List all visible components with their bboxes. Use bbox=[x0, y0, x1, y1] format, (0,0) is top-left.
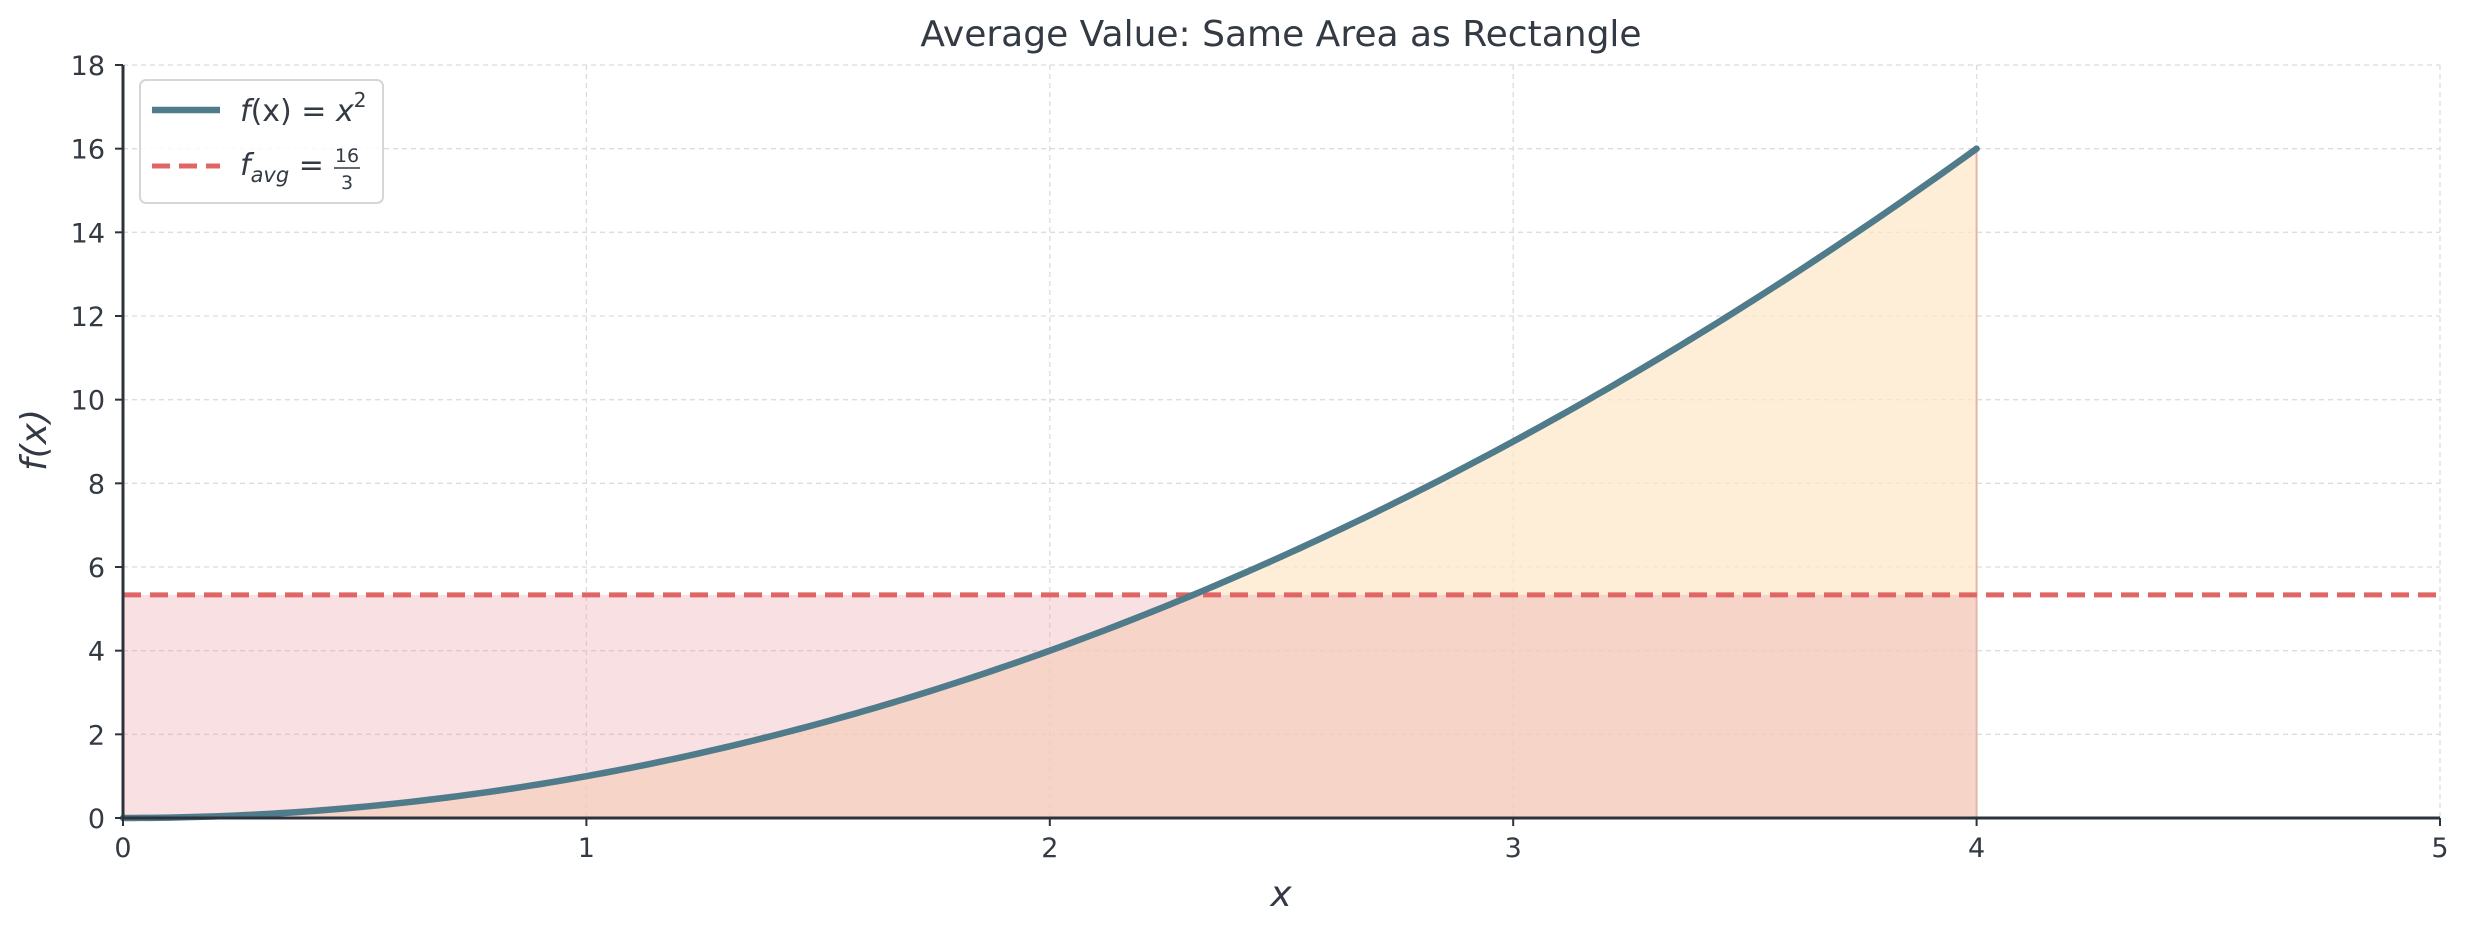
x-tick-label: 1 bbox=[578, 833, 595, 864]
y-tick-label: 18 bbox=[71, 51, 105, 82]
chart-title: Average Value: Same Area as Rectangle bbox=[920, 14, 1641, 55]
average-rectangle-fill bbox=[123, 594, 1977, 818]
y-tick-label: 4 bbox=[88, 637, 105, 668]
y-tick-label: 14 bbox=[71, 218, 105, 249]
y-tick-label: 16 bbox=[71, 135, 105, 166]
y-tick-label: 12 bbox=[71, 302, 105, 333]
x-axis-label: x bbox=[1269, 874, 1292, 915]
x-tick-label: 5 bbox=[2431, 833, 2448, 864]
series bbox=[119, 145, 2440, 822]
legend-avg-denominator: 3 bbox=[341, 172, 353, 194]
x-tick-label: 2 bbox=[1041, 833, 1058, 864]
y-tick-label: 8 bbox=[88, 469, 105, 500]
x-tick-label: 0 bbox=[114, 833, 131, 864]
y-tick-label: 0 bbox=[88, 804, 105, 835]
y-tick-label: 10 bbox=[71, 386, 105, 417]
legend-curve-label: f(x) = x2 bbox=[240, 88, 366, 129]
y-axis-label: f(x) bbox=[14, 409, 55, 471]
fills bbox=[123, 148, 1978, 819]
legend: f(x) = x2 favg = 16 3 bbox=[139, 79, 384, 204]
curve-line bbox=[119, 145, 1980, 822]
x-tick-label: 3 bbox=[1505, 833, 1522, 864]
x-tick-label: 4 bbox=[1968, 833, 1985, 864]
legend-avg-label: favg = bbox=[240, 148, 324, 187]
axes bbox=[115, 64, 2441, 826]
y-tick-label: 2 bbox=[88, 720, 105, 751]
area-under-curve-fill bbox=[123, 148, 1977, 819]
y-tick-label: 6 bbox=[88, 553, 105, 584]
legend-avg-numerator: 16 bbox=[335, 145, 359, 167]
